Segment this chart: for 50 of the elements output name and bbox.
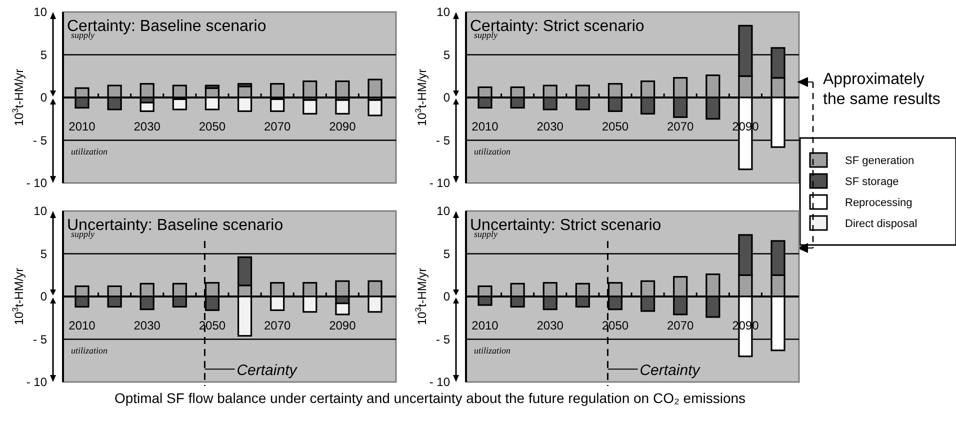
legend-label: SF generation xyxy=(845,155,914,167)
x-tick-label: 2050 xyxy=(198,318,226,332)
y-tick-label: - 5 xyxy=(32,133,48,148)
y-tick-label: 5 xyxy=(443,48,450,62)
x-tick-label: 2030 xyxy=(134,318,161,332)
x-tick-label: 2090 xyxy=(329,120,356,134)
y-tick-label: 5 xyxy=(40,48,48,62)
x-tick-label: 2010 xyxy=(68,318,96,332)
y-tick-label: 0 xyxy=(40,290,48,304)
y-tick-label: - 10 xyxy=(26,176,48,190)
y-tick-label: 10 xyxy=(34,204,48,218)
x-tick-label: 2030 xyxy=(536,120,564,134)
x-tick-label: 2050 xyxy=(198,120,226,134)
text: Optimal SF flow balance under certainty and uncertainty about the future regulation on CO₂ emissions xyxy=(114,390,746,406)
x-tick-label: 2010 xyxy=(68,120,96,134)
ref-line-label: utilization xyxy=(474,146,512,156)
y-tick-label: 10 xyxy=(436,5,450,19)
ref-line-label: utilization xyxy=(474,345,512,356)
x-tick-label: 2030 xyxy=(134,120,161,134)
y-tick-label: 0 xyxy=(443,290,450,304)
ref-line-label: utilization xyxy=(71,146,108,156)
x-tick-label: 2070 xyxy=(264,318,292,332)
y-tick-label: - 5 xyxy=(436,133,450,148)
y-tick-label: 10 xyxy=(34,5,48,19)
legend-label: Direct disposal xyxy=(845,218,918,230)
y-tick-label: - 10 xyxy=(26,375,48,389)
y-tick-label: 0 xyxy=(443,90,450,104)
y-tick-label: - 10 xyxy=(429,375,450,389)
ref-line-label: utilization xyxy=(71,345,108,356)
x-tick-label: 2030 xyxy=(536,318,564,332)
y-tick-label: 5 xyxy=(40,246,48,261)
legend-label: SF storage xyxy=(845,176,899,188)
ref-line-label: Certainty xyxy=(236,362,298,380)
y-tick-label: - 5 xyxy=(32,332,48,346)
y-tick-label: - 5 xyxy=(436,332,450,346)
x-tick-label: 2090 xyxy=(329,318,356,332)
x-tick-label: 2070 xyxy=(666,318,694,332)
x-tick-label: 2070 xyxy=(264,120,292,134)
x-tick-label: 2050 xyxy=(602,120,629,134)
y-tick-label: 5 xyxy=(443,246,450,261)
x-tick-label: 2050 xyxy=(602,318,629,332)
x-tick-label: 2010 xyxy=(472,120,499,134)
x-tick-label: 2070 xyxy=(666,120,694,134)
y-tick-label: 10 xyxy=(436,204,450,218)
legend-label: Reprocessing xyxy=(845,197,912,209)
ref-line-label: Certainty xyxy=(640,362,702,380)
x-tick-label: 2010 xyxy=(472,318,499,332)
y-tick-label: - 10 xyxy=(429,176,450,190)
text: Approximately the same results xyxy=(823,71,940,108)
y-tick-label: 0 xyxy=(40,90,48,104)
